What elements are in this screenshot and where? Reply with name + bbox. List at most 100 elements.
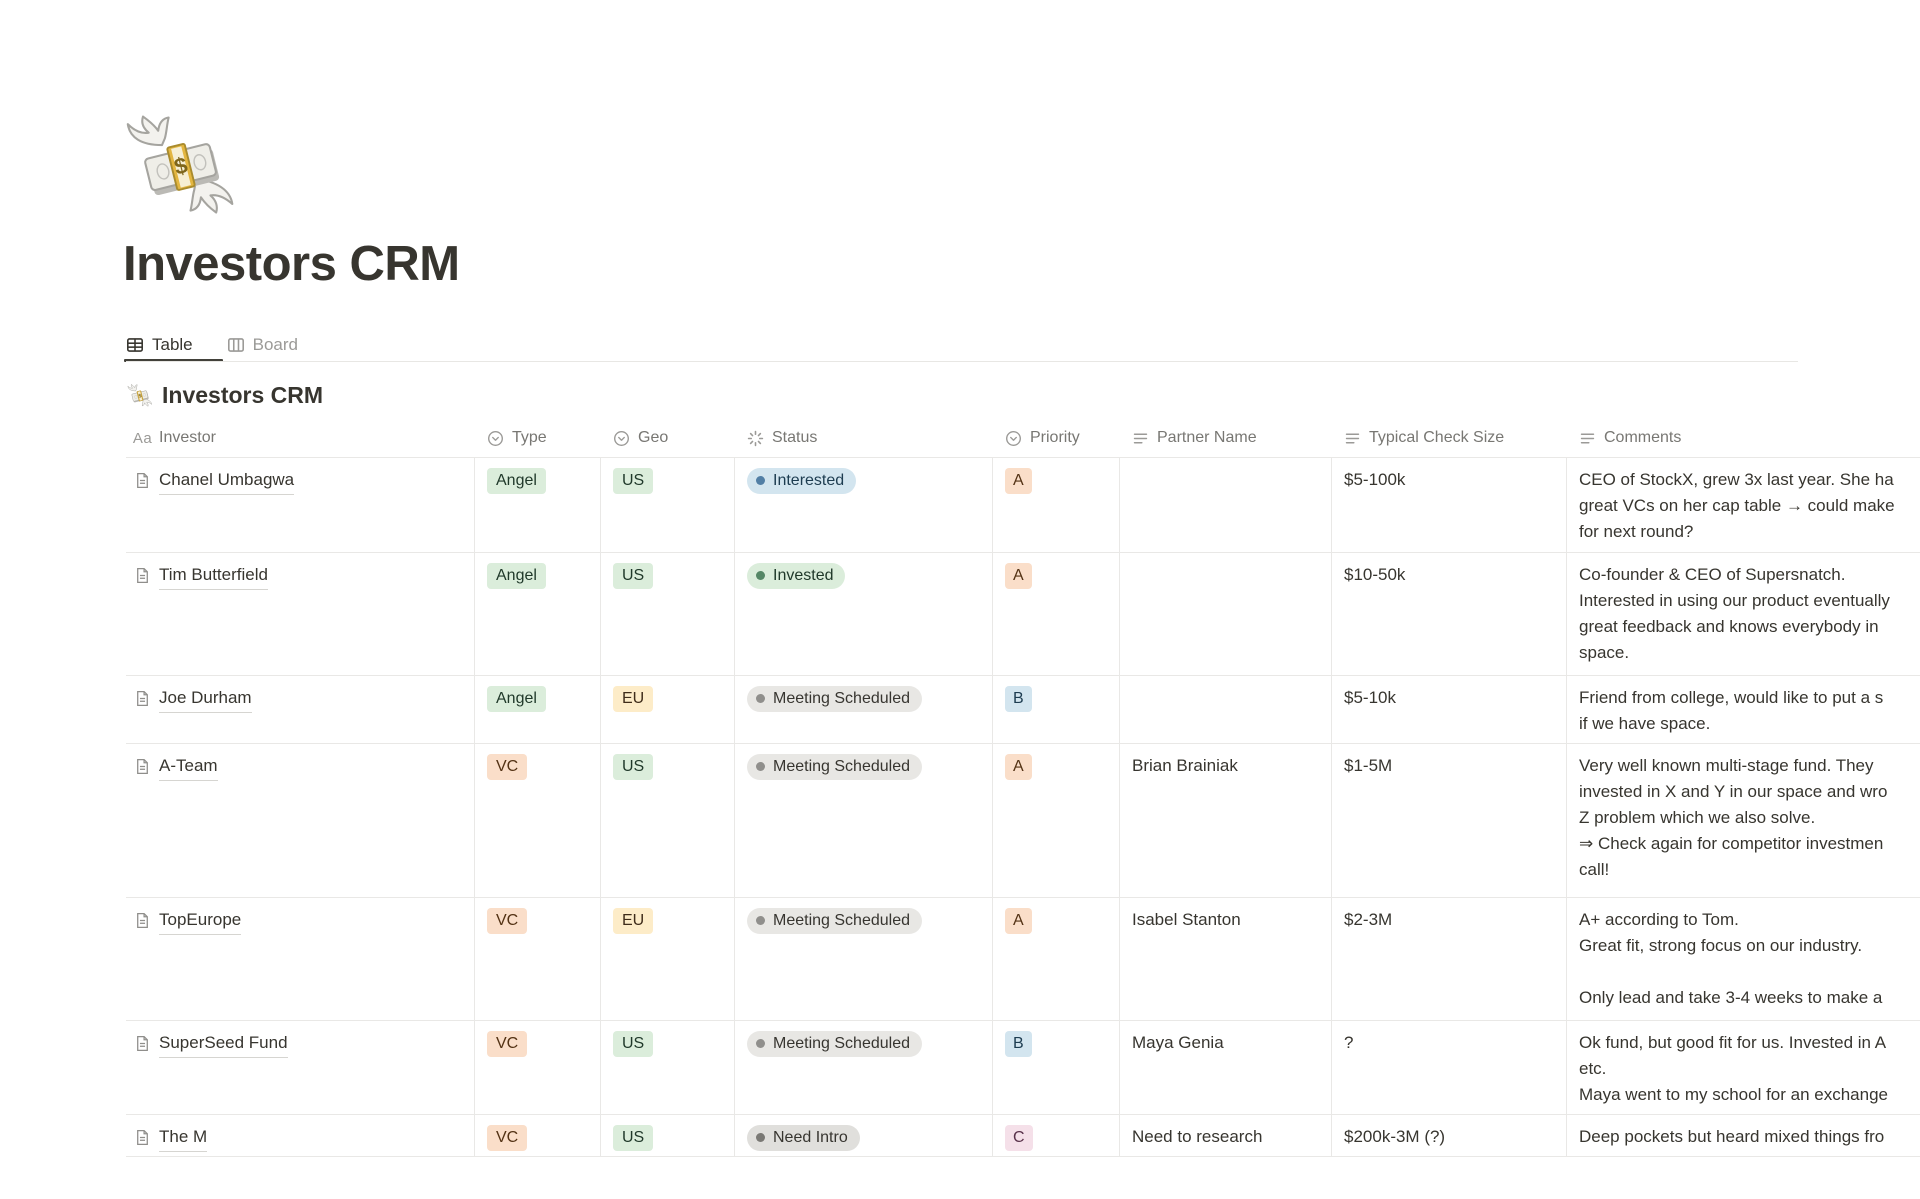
comments-cell[interactable]: Deep pockets but heard mixed things fro … (1579, 1127, 1885, 1156)
status-cell[interactable]: Need Intro (735, 1115, 993, 1156)
check-size-cell[interactable]: ? (1332, 1021, 1567, 1114)
investor-name-link[interactable]: Joe Durham (159, 685, 252, 713)
partner-name-cell[interactable]: Brian Brainiak (1120, 744, 1332, 897)
table-row: SuperSeed Fund VC US Meeting Scheduled B… (126, 1021, 1920, 1115)
page-icon-money-with-wings-emoji[interactable] (124, 110, 238, 220)
investor-name-link[interactable]: Chanel Umbagwa (159, 467, 295, 495)
column-header-type[interactable]: Type (475, 419, 601, 457)
table-row: Chanel Umbagwa Angel US Interested A $5-… (126, 458, 1920, 553)
column-header-geo[interactable]: Geo (601, 419, 735, 457)
investor-name-link[interactable]: The M (159, 1124, 208, 1152)
column-header-comments[interactable]: Comments (1567, 419, 1920, 457)
investor-cell[interactable]: The M (126, 1115, 475, 1156)
comments-cell[interactable]: A+ according to Tom. Great fit, strong f… (1579, 910, 1883, 1007)
geo-cell[interactable]: EU (601, 898, 735, 1020)
column-header-partner-name[interactable]: Partner Name (1120, 419, 1332, 457)
status-cell[interactable]: Meeting Scheduled (735, 744, 993, 897)
investor-cell[interactable]: Tim Butterfield (126, 553, 475, 675)
text-icon (1579, 430, 1596, 447)
check-size-cell[interactable]: $10-50k (1332, 553, 1567, 675)
investor-name-link[interactable]: SuperSeed Fund (159, 1030, 288, 1058)
comments-cell[interactable]: Very well known multi-stage fund. They i… (1579, 756, 1888, 879)
page-icon (134, 472, 151, 489)
geo-cell[interactable]: US (601, 1115, 735, 1156)
investor-cell[interactable]: A-Team (126, 744, 475, 897)
partner-name-cell[interactable] (1120, 676, 1332, 743)
partner-name-cell[interactable]: Need to research (1120, 1115, 1332, 1156)
status-cell[interactable]: Meeting Scheduled (735, 676, 993, 743)
geo-cell[interactable]: US (601, 553, 735, 675)
collection-title-text: Investors CRM (162, 382, 324, 408)
investor-cell[interactable]: TopEurope (126, 898, 475, 1020)
geo-tag: US (613, 1125, 654, 1151)
column-header-priority[interactable]: Priority (993, 419, 1120, 457)
partner-name-cell[interactable] (1120, 553, 1332, 675)
crm-table: Aa Investor Type Geo Status Priority Par… (126, 419, 1920, 1157)
status-dot-icon (756, 476, 765, 485)
status-tag: Need Intro (747, 1124, 860, 1151)
partner-name-cell[interactable] (1120, 458, 1332, 552)
table-row: The M VC US Need Intro C Need to researc… (126, 1115, 1920, 1156)
priority-cell[interactable]: B (993, 1021, 1120, 1114)
status-dot-icon (756, 1039, 765, 1048)
check-size-cell[interactable]: $2-3M (1332, 898, 1567, 1020)
column-header-investor[interactable]: Aa Investor (132, 429, 216, 447)
type-cell[interactable]: VC (475, 744, 601, 897)
status-cell[interactable]: Interested (735, 458, 993, 552)
table-row: A-Team VC US Meeting Scheduled A Brian B… (126, 744, 1920, 898)
type-tag: VC (487, 1031, 528, 1057)
type-cell[interactable]: VC (475, 1021, 601, 1114)
status-cell[interactable]: Invested (735, 553, 993, 675)
comments-cell[interactable]: Co-founder & CEO of Supersnatch. Interes… (1579, 565, 1890, 662)
check-size-cell[interactable]: $5-100k (1332, 458, 1567, 552)
priority-cell[interactable]: A (993, 744, 1120, 897)
column-header-typical-check-size[interactable]: Typical Check Size (1332, 419, 1567, 457)
priority-cell[interactable]: B (993, 676, 1120, 743)
collection-title: Investors CRM (127, 382, 323, 409)
investor-cell[interactable]: Joe Durham (126, 676, 475, 743)
investor-name-link[interactable]: TopEurope (159, 907, 242, 935)
priority-tag: B (1005, 1031, 1032, 1057)
comments-cell[interactable]: Friend from college, would like to put a… (1579, 688, 1884, 733)
priority-cell[interactable]: A (993, 553, 1120, 675)
type-cell[interactable]: Angel (475, 676, 601, 743)
status-cell[interactable]: Meeting Scheduled (735, 898, 993, 1020)
status-cell[interactable]: Meeting Scheduled (735, 1021, 993, 1114)
type-tag: Angel (487, 686, 546, 712)
priority-tag: A (1005, 908, 1032, 934)
check-size-cell[interactable]: $200k-3M (?) (1332, 1115, 1567, 1156)
geo-cell[interactable]: US (601, 744, 735, 897)
geo-cell[interactable]: US (601, 1021, 735, 1114)
partner-name-cell[interactable]: Maya Genia (1120, 1021, 1332, 1114)
column-header-status[interactable]: Status (735, 419, 993, 457)
investor-cell[interactable]: Chanel Umbagwa (126, 458, 475, 552)
table-body: Chanel Umbagwa Angel US Interested A $5-… (126, 457, 1920, 1157)
investor-name-link[interactable]: A-Team (159, 753, 218, 781)
tab-board[interactable]: Board (227, 330, 298, 360)
comments-cell[interactable]: Ok fund, but good fit for us. Invested i… (1579, 1033, 1888, 1104)
priority-cell[interactable]: A (993, 458, 1120, 552)
investor-name-link[interactable]: Tim Butterfield (159, 562, 268, 590)
page-title[interactable]: Investors CRM (123, 237, 460, 291)
type-tag: VC (487, 1125, 528, 1151)
type-cell[interactable]: Angel (475, 458, 601, 552)
geo-cell[interactable]: US (601, 458, 735, 552)
select-icon (487, 430, 504, 447)
priority-cell[interactable]: A (993, 898, 1120, 1020)
priority-tag: C (1005, 1125, 1033, 1151)
tab-table[interactable]: Table (124, 330, 223, 362)
investor-cell[interactable]: SuperSeed Fund (126, 1021, 475, 1114)
partner-name-cell[interactable]: Isabel Stanton (1120, 898, 1332, 1020)
geo-cell[interactable]: EU (601, 676, 735, 743)
type-cell[interactable]: Angel (475, 553, 601, 675)
status-tag: Meeting Scheduled (747, 753, 922, 780)
type-cell[interactable]: VC (475, 1115, 601, 1156)
check-size-cell[interactable]: $5-10k (1332, 676, 1567, 743)
geo-tag: US (613, 754, 654, 780)
comments-cell[interactable]: CEO of StockX, grew 3x last year. She ha… (1579, 470, 1895, 541)
type-cell[interactable]: VC (475, 898, 601, 1020)
check-size-cell[interactable]: $1-5M (1332, 744, 1567, 897)
view-tabs: Table Board (124, 330, 298, 362)
board-icon (227, 336, 245, 354)
priority-cell[interactable]: C (993, 1115, 1120, 1156)
